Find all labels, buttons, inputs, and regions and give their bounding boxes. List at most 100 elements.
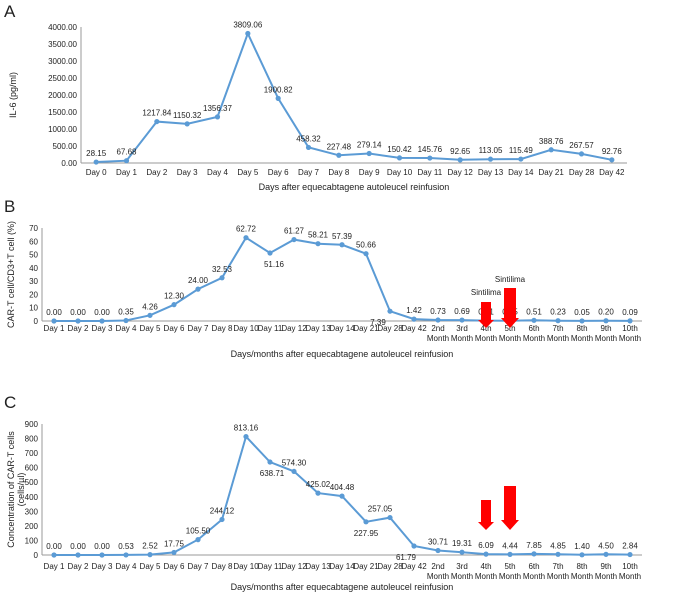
x-tick-label: Day 21 — [353, 324, 379, 333]
data-point — [603, 318, 609, 324]
data-label: 4.44 — [502, 541, 518, 550]
y-tick-label: 900 — [25, 420, 39, 429]
x-tick-label: Day 12 — [447, 168, 473, 177]
data-point — [396, 155, 403, 161]
data-point — [507, 551, 513, 557]
series-line — [54, 236, 631, 322]
y-tick-label: 1500.00 — [48, 108, 77, 117]
data-label: 105.50 — [186, 527, 211, 536]
data-label: 0.51 — [526, 307, 542, 316]
data-point — [171, 302, 177, 308]
x-tick-label: Day 7 — [298, 168, 319, 177]
data-label: 115.49 — [509, 146, 533, 155]
x-tick-label: Day 42 — [401, 324, 427, 333]
data-point — [427, 155, 433, 161]
data-point — [411, 543, 417, 549]
data-label: 0.05 — [574, 308, 590, 317]
y-axis-title: CAR-T cell/CD3+T cell (%) — [6, 221, 16, 328]
data-point — [245, 30, 251, 37]
data-point — [214, 114, 221, 120]
data-point — [315, 241, 321, 247]
data-point — [123, 158, 130, 164]
data-label: 1900.82 — [264, 85, 293, 94]
data-label: 0.00 — [94, 542, 110, 551]
data-label: 92.65 — [450, 147, 471, 156]
x-tick-label: Day 2 — [68, 562, 89, 571]
x-tick-label: Day 3 — [92, 562, 113, 571]
x-tick-label: 7th Month — [547, 562, 569, 581]
x-tick-label: 5th Month — [499, 324, 521, 343]
data-point — [184, 121, 190, 127]
y-tick-label: 0 — [34, 317, 39, 326]
x-tick-label: Day 5 — [140, 324, 161, 333]
x-tick-label: Day 8 — [212, 562, 233, 571]
data-label: 28.15 — [86, 149, 107, 158]
data-label: 30.71 — [428, 538, 449, 547]
x-tick-label: 10th Month — [619, 324, 641, 343]
x-tick-label: Day 21 — [538, 168, 564, 177]
x-tick-label: 5th Month — [499, 562, 521, 581]
data-point — [75, 318, 81, 324]
data-point — [548, 147, 554, 153]
data-point — [93, 159, 99, 165]
panel-letter-c: C — [4, 393, 16, 412]
x-tick-label: 2nd Month — [427, 324, 449, 343]
data-label: 1.40 — [574, 542, 590, 551]
data-label: 638.71 — [260, 469, 285, 478]
y-tick-label: 20 — [29, 290, 38, 299]
x-tick-label: Day 42 — [599, 168, 625, 177]
x-tick-label: Day 14 — [329, 562, 355, 571]
data-label: 0.00 — [70, 308, 86, 317]
x-tick-label: Day 4 — [116, 324, 137, 333]
data-point — [487, 156, 494, 162]
panel-letter-a: A — [4, 2, 16, 21]
data-point — [627, 551, 633, 558]
data-point — [518, 156, 524, 162]
y-tick-label: 60 — [29, 237, 38, 246]
data-point — [363, 251, 369, 257]
y-tick-label: 0.00 — [61, 159, 77, 168]
data-point — [219, 275, 225, 281]
data-label: 257.05 — [368, 505, 393, 514]
x-tick-label: 4th Month — [475, 324, 497, 343]
y-tick-label: 100 — [25, 536, 39, 545]
data-point — [363, 519, 369, 525]
x-tick-label: Day 14 — [329, 324, 355, 333]
x-tick-label: Day 2 — [68, 324, 89, 333]
data-label: 62.72 — [236, 225, 257, 234]
x-tick-label: Day 13 — [478, 168, 504, 177]
x-tick-label: Day 3 — [177, 168, 198, 177]
data-point — [275, 95, 281, 101]
data-point — [411, 316, 417, 322]
x-tick-label: 3rd Month — [451, 562, 473, 581]
x-tick-label: Day 12 — [281, 324, 307, 333]
x-tick-label: Day 28 — [569, 168, 595, 177]
data-point — [99, 318, 105, 324]
x-tick-label: Day 5 — [140, 562, 161, 571]
data-label: 6.09 — [478, 541, 494, 550]
panel-b-cart-percentage-chart: 0 10 20 30 40 50 60 70 Day 1 Day 2 Day 3 Day 4 Day 5… — [6, 221, 642, 359]
data-label: 0.35 — [118, 308, 134, 317]
x-tick-label: Day 6 — [268, 168, 289, 177]
data-point — [171, 549, 177, 556]
data-label: 61.79 — [396, 553, 417, 562]
y-tick-label: 3500.00 — [48, 40, 77, 49]
x-tick-label: 8th Month — [571, 324, 593, 343]
data-label: 244.12 — [210, 506, 235, 515]
data-point — [147, 552, 153, 558]
y-tick-label: 0 — [34, 551, 39, 560]
data-point — [609, 157, 615, 163]
data-point — [267, 459, 273, 465]
data-point — [555, 318, 561, 324]
x-tick-label: Day 6 — [164, 324, 185, 333]
x-tick-label: Day 1 — [44, 324, 65, 333]
data-label: 0.00 — [46, 542, 62, 551]
data-point — [51, 318, 57, 324]
data-point — [305, 144, 312, 151]
data-label: 4.50 — [598, 541, 614, 550]
y-tick-label: 3000.00 — [48, 57, 77, 66]
x-tick-label: 8th Month — [571, 562, 593, 581]
x-tick-label: Day 42 — [401, 562, 427, 571]
x-tick-label: Day 1 — [116, 168, 137, 177]
data-label: 2.84 — [622, 542, 638, 551]
